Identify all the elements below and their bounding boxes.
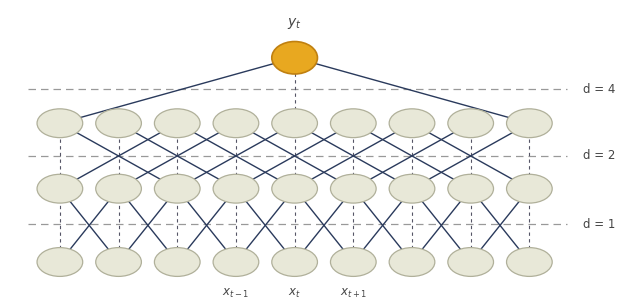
Ellipse shape (272, 42, 317, 74)
Text: d = 2: d = 2 (583, 149, 616, 162)
Ellipse shape (448, 109, 493, 138)
Ellipse shape (154, 109, 200, 138)
Ellipse shape (389, 248, 435, 276)
Ellipse shape (506, 174, 552, 203)
Ellipse shape (96, 109, 141, 138)
Ellipse shape (448, 174, 493, 203)
Text: d = 1: d = 1 (583, 218, 616, 231)
Ellipse shape (272, 174, 317, 203)
Ellipse shape (96, 174, 141, 203)
Ellipse shape (272, 248, 317, 276)
Ellipse shape (154, 248, 200, 276)
Ellipse shape (330, 174, 376, 203)
Ellipse shape (213, 248, 259, 276)
Ellipse shape (37, 109, 83, 138)
Ellipse shape (330, 109, 376, 138)
Text: $x_{t+1}$: $x_{t+1}$ (340, 287, 367, 300)
Ellipse shape (154, 174, 200, 203)
Ellipse shape (96, 248, 141, 276)
Text: $x_{t-1}$: $x_{t-1}$ (223, 287, 250, 300)
Ellipse shape (37, 174, 83, 203)
Ellipse shape (506, 248, 552, 276)
Ellipse shape (389, 109, 435, 138)
Text: $y_t$: $y_t$ (287, 16, 302, 31)
Ellipse shape (213, 109, 259, 138)
Text: d = 4: d = 4 (583, 83, 616, 96)
Ellipse shape (272, 109, 317, 138)
Ellipse shape (213, 174, 259, 203)
Ellipse shape (389, 174, 435, 203)
Ellipse shape (37, 248, 83, 276)
Text: $x_t$: $x_t$ (288, 287, 301, 300)
Ellipse shape (506, 109, 552, 138)
Ellipse shape (448, 248, 493, 276)
Ellipse shape (330, 248, 376, 276)
